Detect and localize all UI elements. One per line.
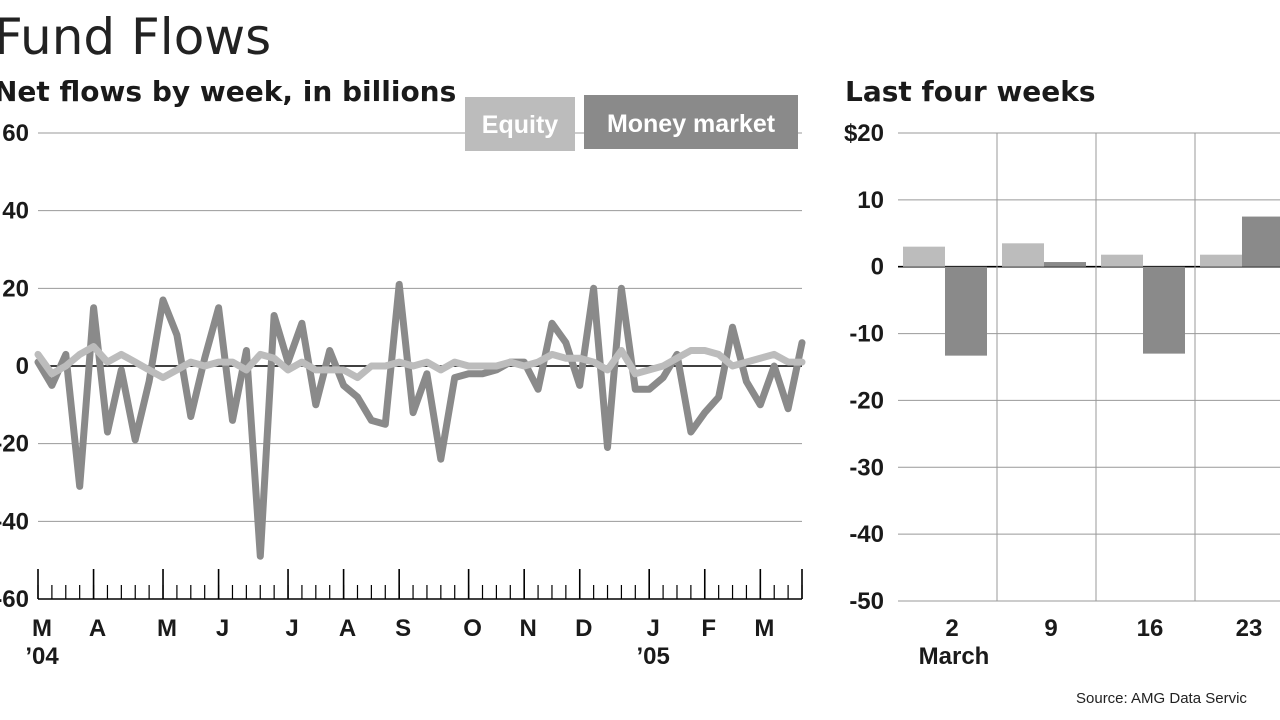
money-market-bar	[945, 266, 987, 356]
four-weeks-y-tick-label: -30	[849, 454, 884, 481]
four-weeks-subtitle: Last four weeks	[845, 75, 1096, 108]
weekly-x-tick-label: J	[216, 615, 229, 642]
four-weeks-x-tick-labels: 2 9 16 23 March	[919, 615, 1263, 670]
equity-bar	[1200, 254, 1242, 267]
four-weeks-y-tick-label: -20	[849, 387, 884, 414]
legend: Equity Money market	[465, 95, 798, 151]
weekly-series-lines	[34, 280, 806, 560]
legend-equity-label: Equity	[482, 111, 558, 139]
four-weeks-y-tick-labels: $20 10 0 -10 -20 -30 -40 -50	[844, 120, 884, 615]
four-weeks-x-tick-label: 2	[945, 615, 958, 642]
weekly-x-tick-label: A	[89, 615, 106, 642]
weekly-x-tick-label: N	[520, 615, 537, 642]
weekly-x-tick-label: F	[701, 615, 716, 642]
four-weeks-x-tick-label: 9	[1044, 615, 1057, 642]
weekly-y-tick-label: 20	[2, 275, 29, 302]
four-weeks-y-tick-label: -10	[849, 321, 884, 348]
weekly-x-tick-label: J	[647, 615, 660, 642]
weekly-gridlines	[38, 132, 802, 522]
four-weeks-x-tick-label: 23	[1236, 615, 1263, 642]
weekly-y-tick-label: -20	[0, 431, 29, 458]
money-market-bar	[1044, 262, 1086, 267]
weekly-x-year-label: ’05	[637, 643, 670, 670]
weekly-y-tick-label: 60	[2, 120, 29, 147]
weekly-x-tick-label: J	[285, 615, 298, 642]
weekly-x-axis	[37, 569, 803, 600]
four-weeks-y-tick-label: -50	[849, 588, 884, 615]
four-weeks-y-tick-label: 10	[857, 187, 884, 214]
four-weeks-x-tick-label: 16	[1137, 615, 1164, 642]
weekly-x-tick-label: D	[575, 615, 592, 642]
four-weeks-bars	[903, 216, 1280, 356]
weekly-x-tick-label: O	[463, 615, 482, 642]
legend-equity-swatch	[465, 97, 575, 151]
legend-money-market-label: Money market	[607, 110, 776, 138]
four-weeks-y-tick-label: 0	[871, 254, 884, 281]
weekly-y-tick-label: -60	[0, 586, 29, 613]
weekly-x-tick-label: M	[157, 615, 177, 642]
weekly-x-tick-label: M	[32, 615, 52, 642]
legend-money-market-swatch	[584, 95, 798, 149]
money-market-series-line	[34, 280, 806, 560]
equity-bar	[903, 246, 945, 267]
weekly-x-tick-label: M	[754, 615, 774, 642]
four-weeks-month-label: March	[919, 643, 990, 670]
weekly-y-tick-labels: -60 -40 -20 0 20 40 60	[0, 120, 29, 613]
weekly-y-tick-label: -40	[0, 508, 29, 535]
equity-bar	[1101, 254, 1143, 267]
weekly-x-tick-label: S	[395, 615, 411, 642]
weekly-flows-chart: Net flows by week, in billions -60 -40 -20…	[0, 75, 806, 670]
weekly-chart-subtitle: Net flows by week, in billions	[0, 75, 456, 108]
weekly-y-tick-label: 0	[16, 353, 29, 380]
weekly-y-tick-label: 40	[2, 198, 29, 225]
equity-series-line	[34, 343, 806, 382]
last-four-weeks-chart: Last four weeks $20 10 0 -10 -20 -30 -40 -50 2 9…	[844, 75, 1280, 670]
four-weeks-gridlines	[898, 132, 1280, 602]
weekly-x-tick-label: A	[339, 615, 356, 642]
four-weeks-y-tick-label: -40	[849, 521, 884, 548]
money-market-bar	[1143, 266, 1185, 354]
equity-bar	[1002, 243, 1044, 267]
weekly-x-year-label: ’04	[25, 643, 59, 670]
weekly-x-tick-labels: M’04A M J J A S O N D J’05F M	[25, 615, 774, 670]
source-note: Source: AMG Data Servic	[1076, 690, 1247, 707]
four-weeks-y-tick-label: $20	[844, 120, 884, 147]
money-market-bar	[1242, 216, 1280, 267]
chart-title: Fund Flows	[0, 8, 271, 66]
